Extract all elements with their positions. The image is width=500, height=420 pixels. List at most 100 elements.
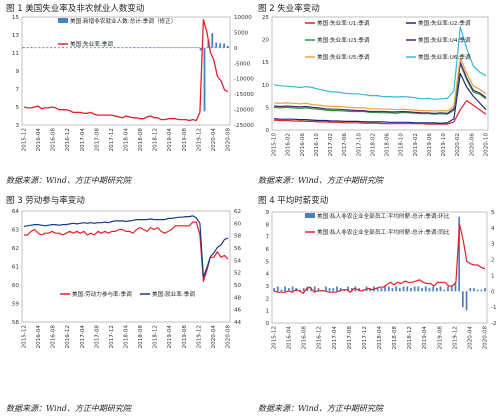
- fig1-y-left-tick-label: 15: [12, 15, 20, 21]
- fig3-y-right-tick-label: 46: [234, 308, 242, 314]
- fig3-y-right-tick-label: 44: [234, 320, 242, 326]
- fig1-bar: [117, 47, 120, 48]
- fig1-bar: [31, 47, 33, 48]
- fig4-y-left-tick-label: 2: [265, 296, 269, 302]
- fig2-legend-label: 美国:失业率:U3:季调: [317, 36, 370, 44]
- fig4-y-right-tick-label: -2: [491, 321, 497, 327]
- fig4-bar: [347, 286, 349, 292]
- fig4-bar: [450, 286, 453, 292]
- fig4-bar: [436, 288, 438, 292]
- fig1-bar: [164, 47, 167, 48]
- fig3-x-tick-label: 2017-12: [109, 325, 115, 348]
- fig4-bar: [480, 289, 483, 292]
- fig4-x-tick-label: 2016-08: [302, 326, 308, 350]
- fig1-bar: [211, 33, 214, 48]
- fig1-bar: [144, 47, 147, 48]
- fig4-bar: [288, 288, 290, 292]
- fig3-y-right-tick-label: 56: [234, 246, 242, 252]
- fig1-y-left-tick-label: 11: [12, 51, 20, 57]
- fig1-x-tick-label: 2018-12: [153, 128, 159, 151]
- fig4-y-left-tick-label: 0: [265, 321, 269, 327]
- fig2-y-left-tick-label: 25: [262, 15, 270, 21]
- fig4-bar: [276, 286, 279, 292]
- fig4-y-left-tick-label: 7: [265, 235, 269, 241]
- fig1-bar: [156, 47, 159, 48]
- fig4-y-left-tick-label: 4: [265, 272, 269, 278]
- fig1-bar: [195, 47, 198, 48]
- fig4-bar: [413, 286, 416, 292]
- fig2-x-tick-label: 2019-02: [413, 133, 419, 156]
- fig4-bar: [328, 288, 331, 292]
- fig4-x-tick-label: 2016-12: [317, 326, 323, 349]
- fig4-x-tick-label: 2017-04: [332, 326, 338, 350]
- fig4-bar: [384, 286, 386, 292]
- fig1-bar: [70, 47, 72, 48]
- fig1-bar: [34, 47, 37, 48]
- fig3-participation-line: [24, 221, 229, 282]
- fig2-x-tick-label: 2020-10: [484, 133, 490, 157]
- fig4-bar: [369, 288, 372, 292]
- fig1-plot-frame: [21, 16, 231, 126]
- fig1-y-right-tick-label: -10000: [234, 77, 254, 83]
- fig1-legend-label: 美国:新增非农就业人数:总计:季调（修正）: [70, 17, 176, 25]
- fig1-bar: [180, 47, 182, 48]
- fig1-bar: [133, 47, 135, 48]
- fig1-bar: [109, 47, 112, 48]
- fig4-bar: [317, 288, 320, 292]
- fig4-bar: [410, 288, 412, 292]
- fig2-series-line: [273, 26, 487, 100]
- fig4-y-right-tick-label: 5: [491, 210, 495, 216]
- fig1-y-right-tick-label: -25000: [234, 123, 254, 129]
- fig4-x-tick-label: 2017-12: [362, 326, 368, 349]
- fig1-bar: [172, 47, 174, 48]
- fig2-title: 图 2 失业率变动: [258, 3, 320, 14]
- fig4-bar: [391, 288, 394, 292]
- fig4-y-right-tick-label: -1: [491, 305, 497, 311]
- fig2-legend-label: 美国:失业率:U1:季调: [317, 19, 370, 27]
- fig4-bar: [336, 286, 338, 292]
- fig4-bar: [339, 288, 342, 292]
- fig4-y-left-tick-label: 8: [265, 222, 269, 228]
- fig1-bar: [74, 47, 76, 48]
- fig1-bar: [160, 47, 163, 48]
- fig4-bar: [406, 286, 409, 292]
- fig3-x-tick-label: 2017-08: [94, 325, 100, 349]
- fig4-bar: [424, 286, 427, 292]
- fig1-x-tick-label: 2018-04: [124, 128, 130, 152]
- fig3-y-left-tick-label: 58: [12, 320, 20, 326]
- fig3-y-left-tick-label: 62: [12, 246, 19, 252]
- fig4-x-tick-label: 2018-04: [377, 326, 383, 350]
- fig2-x-tick-label: 2018-02: [370, 133, 376, 156]
- fig3-x-tick-label: 2018-12: [153, 325, 159, 348]
- fig4-bar: [291, 286, 294, 292]
- fig3-y-right-tick-label: 60: [234, 221, 242, 227]
- fig2-y-left-tick-label: 5: [265, 105, 269, 111]
- fig4-bar: [454, 283, 457, 292]
- fig2-x-tick-label: 2016-02: [286, 133, 292, 156]
- fig3-x-tick-label: 2017-04: [80, 325, 86, 349]
- fig2-source: 数据来源：Wind、方正中期研究院: [258, 176, 385, 185]
- fig2-x-tick-label: 2019-10: [441, 133, 447, 157]
- fig1-bar: [113, 47, 116, 48]
- fig2-x-tick-label: 2017-06: [342, 133, 348, 157]
- fig4-legend-swatch: [305, 213, 315, 218]
- fig1-bar: [27, 47, 29, 48]
- fig4-y-left-tick-label: 6: [265, 247, 269, 253]
- fig1-x-tick-label: 2015-12: [22, 128, 28, 151]
- fig4-bar: [476, 289, 479, 292]
- fig1-bar: [227, 46, 229, 48]
- fig4-bar: [439, 286, 442, 292]
- fig4-title: 图 4 平均时薪变动: [258, 195, 329, 206]
- fig4-bar: [458, 216, 460, 292]
- fig4-x-tick-label: 2019-04: [422, 326, 428, 350]
- fig4-source: 数据来源：Wind、方正中期研究院: [258, 404, 385, 413]
- fig4-legend-label: 美国:私人非农企业全部员工:平均时薪:总计:季调:环比: [317, 212, 450, 220]
- fig4-bar: [273, 288, 275, 292]
- fig3-legend-label: 美国:就业率:季调: [152, 290, 195, 298]
- fig4-x-tick-label: 2019-12: [452, 326, 458, 349]
- fig4-bar: [284, 286, 286, 292]
- fig1-y-right-tick-label: -15000: [234, 92, 254, 98]
- fig4-x-tick-label: 2020-08: [483, 326, 489, 350]
- fig3-x-tick-label: 2016-08: [51, 325, 57, 349]
